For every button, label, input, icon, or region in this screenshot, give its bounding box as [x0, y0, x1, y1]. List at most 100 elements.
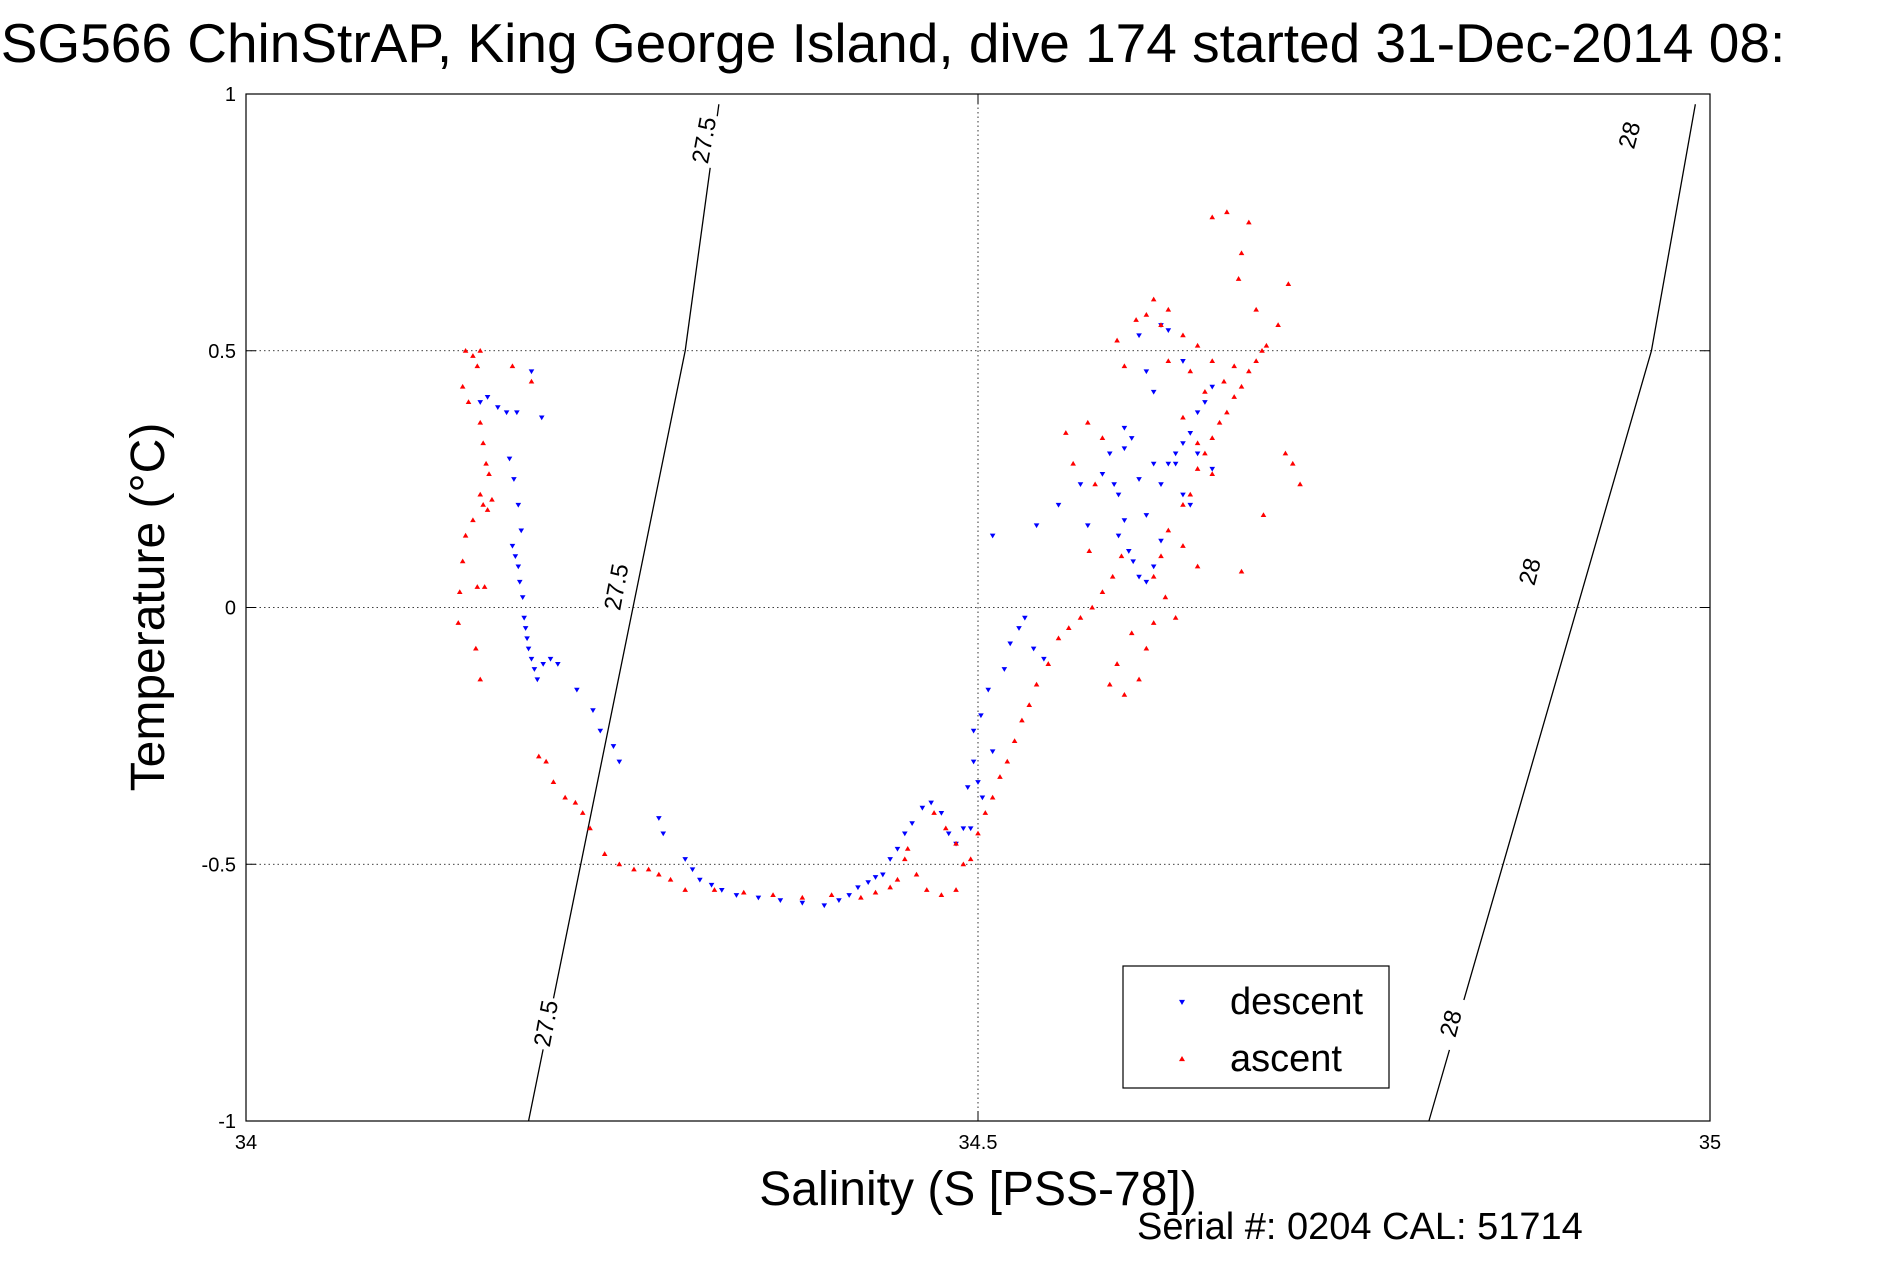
descent-point-84	[1130, 559, 1136, 565]
descent-point-1	[484, 395, 491, 400]
descent-point-59	[967, 826, 974, 832]
ascent-point-40	[740, 889, 747, 895]
ascent-point-96	[1259, 347, 1265, 353]
ascent-point-100	[1202, 389, 1208, 394]
descent-point-88	[1158, 538, 1164, 544]
descent-point-36	[708, 882, 715, 888]
ascent-point-36	[656, 871, 662, 877]
descent-point-53	[919, 805, 926, 811]
descent-point-3	[503, 410, 510, 416]
contour-label-bg-1-0	[1430, 994, 1472, 1053]
legend-label-ascent: ascent	[1230, 1038, 1342, 1080]
contour-label-1-0: 28	[1435, 1007, 1468, 1040]
ascent-point-119	[1194, 440, 1201, 446]
descent-point-24	[547, 656, 554, 662]
descent-point-52	[909, 821, 915, 826]
ascent-point-65	[1019, 717, 1025, 723]
x-tick-label-1: 34.5	[959, 1132, 998, 1154]
ascent-point-93	[1238, 383, 1245, 389]
ascent-point-16	[459, 558, 466, 564]
descent-point-76	[1055, 502, 1062, 508]
ascent-point-91	[1224, 409, 1230, 415]
descent-point-107	[1202, 400, 1208, 405]
ascent-point-101	[1187, 368, 1194, 374]
descent-point-82	[1115, 533, 1122, 539]
descent-point-67	[985, 687, 992, 693]
ascent-point-18	[481, 584, 488, 589]
ascent-point-52	[938, 892, 945, 898]
ascent-point-127	[1209, 214, 1216, 220]
descent-point-115	[1209, 466, 1216, 472]
descent-point-96	[1187, 430, 1194, 436]
ascent-point-8	[483, 460, 489, 466]
descent-point-50	[894, 846, 901, 852]
series-descent	[477, 323, 1216, 909]
descent-point-30	[616, 759, 623, 765]
y-tick-label-1: -0.5	[202, 854, 236, 876]
ascent-point-24	[509, 363, 516, 369]
ascent-point-57	[942, 825, 949, 831]
descent-point-109	[1180, 359, 1186, 364]
ascent-point-39	[711, 887, 718, 892]
legend-marker-ascent	[1179, 1056, 1185, 1062]
ascent-point-21	[473, 645, 479, 651]
ascent-point-102	[1165, 358, 1172, 363]
descent-point-106	[1143, 369, 1150, 375]
ascent-point-69	[1055, 635, 1062, 641]
ascent-point-44	[858, 894, 864, 900]
ascent-point-109	[1194, 342, 1201, 348]
descent-point-69	[1007, 641, 1014, 647]
descent-point-0	[477, 400, 484, 405]
descent-point-94	[1172, 451, 1179, 457]
descent-point-63	[979, 795, 986, 801]
ascent-point-43	[828, 892, 835, 898]
ascent-point-42	[799, 894, 806, 900]
ascent-point-4	[459, 383, 466, 389]
ascent-point-25	[536, 753, 542, 759]
ascent-point-104	[1143, 312, 1150, 317]
descent-point-113	[1194, 451, 1201, 457]
contour-label-1-2: 28	[1614, 119, 1647, 152]
ascent-point-113	[1099, 435, 1106, 441]
descent-point-19	[525, 646, 532, 652]
ascent-point-111	[1121, 363, 1128, 369]
ascent-point-108	[1180, 332, 1186, 338]
descent-point-89	[1143, 513, 1150, 518]
x-tick-label-0: 34	[235, 1132, 257, 1154]
legend-label-descent: descent	[1230, 981, 1364, 1023]
x-tick-label-2: 35	[1699, 1132, 1721, 1154]
descent-point-13	[515, 564, 522, 570]
gridlines	[246, 94, 1710, 1121]
descent-point-18	[524, 636, 530, 642]
descent-point-99	[1187, 502, 1194, 508]
ascent-point-23	[528, 378, 535, 384]
ascent-point-47	[894, 876, 901, 882]
ascent-point-11	[480, 502, 486, 507]
descent-point-55	[938, 810, 945, 816]
ascent-point-89	[1209, 435, 1216, 441]
ascent-point-116	[1070, 460, 1076, 466]
ascent-point-56	[931, 810, 937, 815]
ascent-point-81	[1172, 614, 1179, 620]
ascent-point-139	[1086, 548, 1093, 553]
ascent-point-66	[1026, 702, 1033, 708]
descent-point-104	[1165, 328, 1172, 334]
descent-point-45	[855, 885, 861, 891]
descent-point-75	[1033, 523, 1040, 529]
ascent-point-68	[1045, 661, 1052, 666]
ascent-point-45	[872, 889, 879, 895]
descent-point-95	[1180, 441, 1186, 446]
ascent-point-137	[1121, 691, 1128, 697]
descent-point-39	[755, 895, 762, 901]
descent-point-56	[945, 831, 952, 837]
y-axis-label: Temperature (°C)	[122, 423, 175, 792]
ascent-point-28	[562, 794, 568, 800]
descent-point-48	[880, 872, 886, 878]
ascent-point-38	[682, 887, 688, 892]
legend-marker-descent	[1179, 999, 1185, 1005]
contour-label-bg-1-2	[1609, 106, 1650, 164]
ascent-point-105	[1133, 317, 1139, 322]
ascent-point-117	[1092, 481, 1098, 487]
descent-point-92	[1158, 482, 1164, 488]
ascent-point-3	[474, 363, 481, 369]
